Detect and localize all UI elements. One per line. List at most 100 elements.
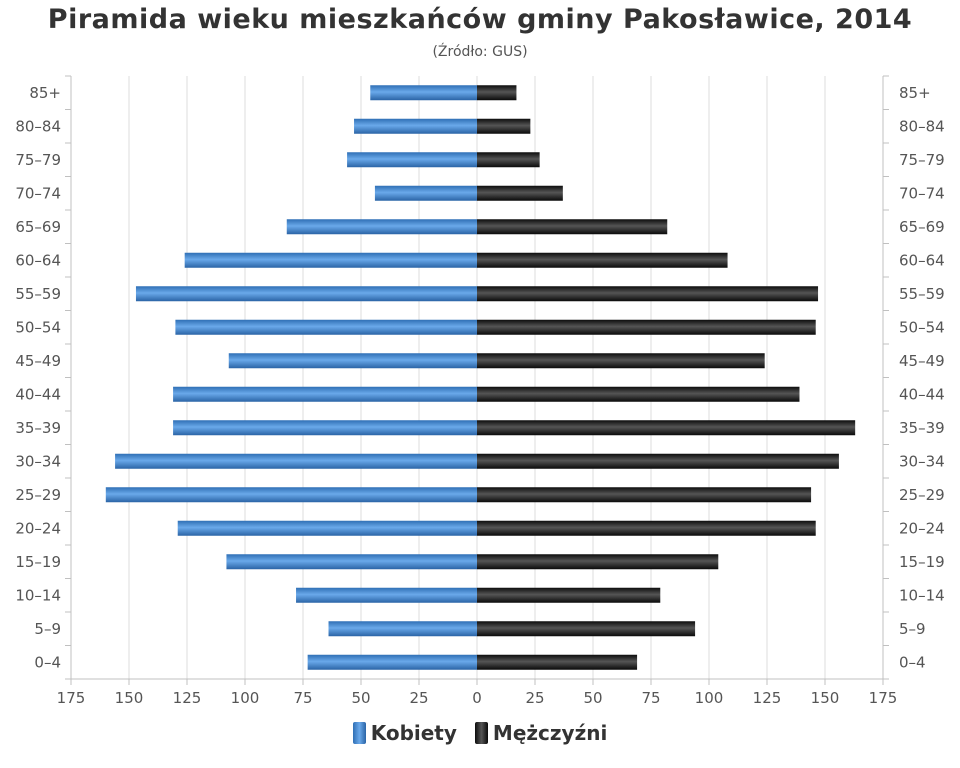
x-tick-label: 75 — [641, 689, 660, 707]
x-tick-label: 50 — [351, 689, 370, 707]
axis-labels: 175 150 125 100 75 50 25 0 25 50 75 100 125 150 175 85+… — [15, 84, 944, 707]
category-label-right: 55–59 — [899, 285, 945, 303]
x-tick-label: 150 — [811, 689, 840, 707]
category-label-left: 45–49 — [15, 352, 61, 370]
bar-kobiety[interactable] — [177, 520, 477, 536]
category-label-left: 25–29 — [15, 486, 61, 504]
bar-mezczyzni[interactable] — [477, 185, 563, 201]
bar-kobiety[interactable] — [184, 252, 477, 268]
bar-mezczyzni[interactable] — [477, 118, 531, 134]
bar-kobiety[interactable] — [173, 386, 477, 402]
category-label-right: 75–79 — [899, 151, 945, 169]
bar-kobiety[interactable] — [328, 621, 477, 637]
bar-kobiety[interactable] — [226, 554, 477, 570]
chart-subtitle: (Źródło: GUS) — [432, 44, 528, 60]
gridlines — [128, 76, 826, 679]
bar-kobiety[interactable] — [370, 85, 477, 101]
category-label-right: 50–54 — [899, 318, 945, 336]
x-tick-label: 25 — [525, 689, 544, 707]
bar-mezczyzni[interactable] — [477, 152, 540, 168]
bar-mezczyzni[interactable] — [477, 587, 661, 603]
x-tick-label: 175 — [869, 689, 898, 707]
bars — [105, 85, 856, 670]
category-label-right: 80–84 — [899, 117, 945, 135]
bar-mezczyzni[interactable] — [477, 453, 839, 469]
category-label-left: 60–64 — [15, 251, 61, 269]
bar-mezczyzni[interactable] — [477, 654, 638, 670]
legend-swatch-kobiety — [352, 722, 366, 744]
bar-kobiety[interactable] — [347, 152, 477, 168]
legend-item-kobiety[interactable]: Kobiety — [352, 721, 457, 745]
bar-mezczyzni[interactable] — [477, 85, 517, 101]
category-label-right: 85+ — [899, 84, 931, 102]
bar-mezczyzni[interactable] — [477, 621, 696, 637]
category-label-right: 5–9 — [899, 620, 926, 638]
bar-mezczyzni[interactable] — [477, 420, 856, 436]
category-label-left: 55–59 — [15, 285, 61, 303]
category-label-left: 15–19 — [15, 553, 61, 571]
legend-swatch-mezczyzni — [474, 722, 488, 744]
category-label-left: 5–9 — [34, 620, 61, 638]
bar-mezczyzni[interactable] — [477, 219, 668, 235]
category-label-left: 40–44 — [15, 385, 61, 403]
x-tick-label: 175 — [57, 689, 86, 707]
category-label-left: 70–74 — [15, 184, 61, 202]
bar-kobiety[interactable] — [173, 420, 477, 436]
legend: Kobiety Mężczyźni — [0, 721, 960, 745]
bar-mezczyzni[interactable] — [477, 520, 816, 536]
x-tick-label: 25 — [409, 689, 428, 707]
bar-kobiety[interactable] — [286, 219, 477, 235]
x-tick-label: 100 — [695, 689, 724, 707]
category-label-left: 80–84 — [15, 117, 61, 135]
legend-label-mezczyzni: Mężczyźni — [492, 721, 608, 745]
category-label-right: 20–24 — [899, 519, 945, 537]
category-label-right: 15–19 — [899, 553, 945, 571]
bar-kobiety[interactable] — [135, 286, 477, 302]
category-label-right: 70–74 — [899, 184, 945, 202]
category-label-right: 45–49 — [899, 352, 945, 370]
category-label-left: 10–14 — [15, 586, 61, 604]
bar-kobiety[interactable] — [115, 453, 477, 469]
x-tick-label: 125 — [173, 689, 202, 707]
bar-mezczyzni[interactable] — [477, 319, 816, 335]
bar-mezczyzni[interactable] — [477, 353, 765, 369]
bar-mezczyzni[interactable] — [477, 487, 812, 503]
x-tick-label: 150 — [115, 689, 144, 707]
bar-mezczyzni[interactable] — [477, 386, 800, 402]
bar-kobiety[interactable] — [175, 319, 477, 335]
category-label-right: 10–14 — [899, 586, 945, 604]
category-label-right: 30–34 — [899, 452, 945, 470]
category-label-right: 0–4 — [899, 653, 926, 671]
bar-kobiety[interactable] — [296, 587, 477, 603]
bar-mezczyzni[interactable] — [477, 554, 719, 570]
chart-title: Piramida wieku mieszkańców gminy Pakosła… — [47, 4, 913, 35]
x-tick-label: 125 — [753, 689, 782, 707]
category-label-right: 25–29 — [899, 486, 945, 504]
axes — [65, 75, 889, 685]
category-label-right: 35–39 — [899, 419, 945, 437]
bar-kobiety[interactable] — [307, 654, 477, 670]
category-label-left: 65–69 — [15, 218, 61, 236]
legend-label-kobiety: Kobiety — [370, 721, 457, 745]
bar-mezczyzni[interactable] — [477, 286, 819, 302]
legend-item-mezczyzni[interactable]: Mężczyźni — [474, 721, 608, 745]
category-label-left: 30–34 — [15, 452, 61, 470]
category-label-left: 85+ — [29, 84, 61, 102]
bar-kobiety[interactable] — [105, 487, 478, 503]
category-label-right: 40–44 — [899, 385, 945, 403]
x-tick-label: 75 — [293, 689, 312, 707]
bar-kobiety[interactable] — [228, 353, 477, 369]
x-tick-label: 100 — [231, 689, 260, 707]
bar-kobiety[interactable] — [354, 118, 477, 134]
category-label-left: 20–24 — [15, 519, 61, 537]
category-label-left: 50–54 — [15, 318, 61, 336]
category-label-right: 60–64 — [899, 251, 945, 269]
bar-kobiety[interactable] — [374, 185, 477, 201]
category-label-left: 0–4 — [34, 653, 61, 671]
bar-mezczyzni[interactable] — [477, 252, 728, 268]
category-label-left: 75–79 — [15, 151, 61, 169]
category-label-left: 35–39 — [15, 419, 61, 437]
x-tick-label: 0 — [472, 689, 482, 707]
category-label-right: 65–69 — [899, 218, 945, 236]
